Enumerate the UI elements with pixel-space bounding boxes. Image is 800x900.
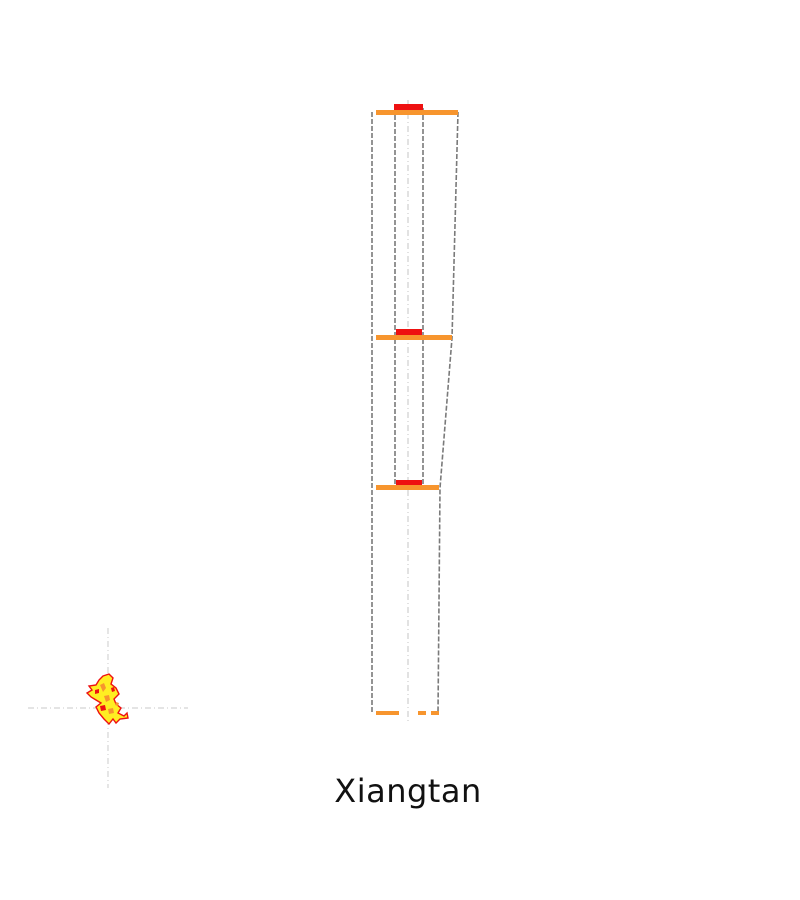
outer-right-boundary bbox=[437, 111, 459, 715]
core-cap-3 bbox=[396, 480, 422, 485]
locator-map-shape bbox=[85, 673, 129, 726]
base-segment-1 bbox=[376, 711, 399, 715]
level-bar-top bbox=[376, 110, 458, 115]
base-segment-3 bbox=[431, 711, 439, 715]
base-segment-2 bbox=[418, 711, 426, 715]
level-bar-3 bbox=[376, 485, 439, 490]
level-bar-2 bbox=[376, 335, 452, 340]
core-cap-top bbox=[394, 104, 423, 110]
city-label: Xiangtan bbox=[334, 772, 482, 810]
core-cap-2 bbox=[396, 329, 422, 335]
